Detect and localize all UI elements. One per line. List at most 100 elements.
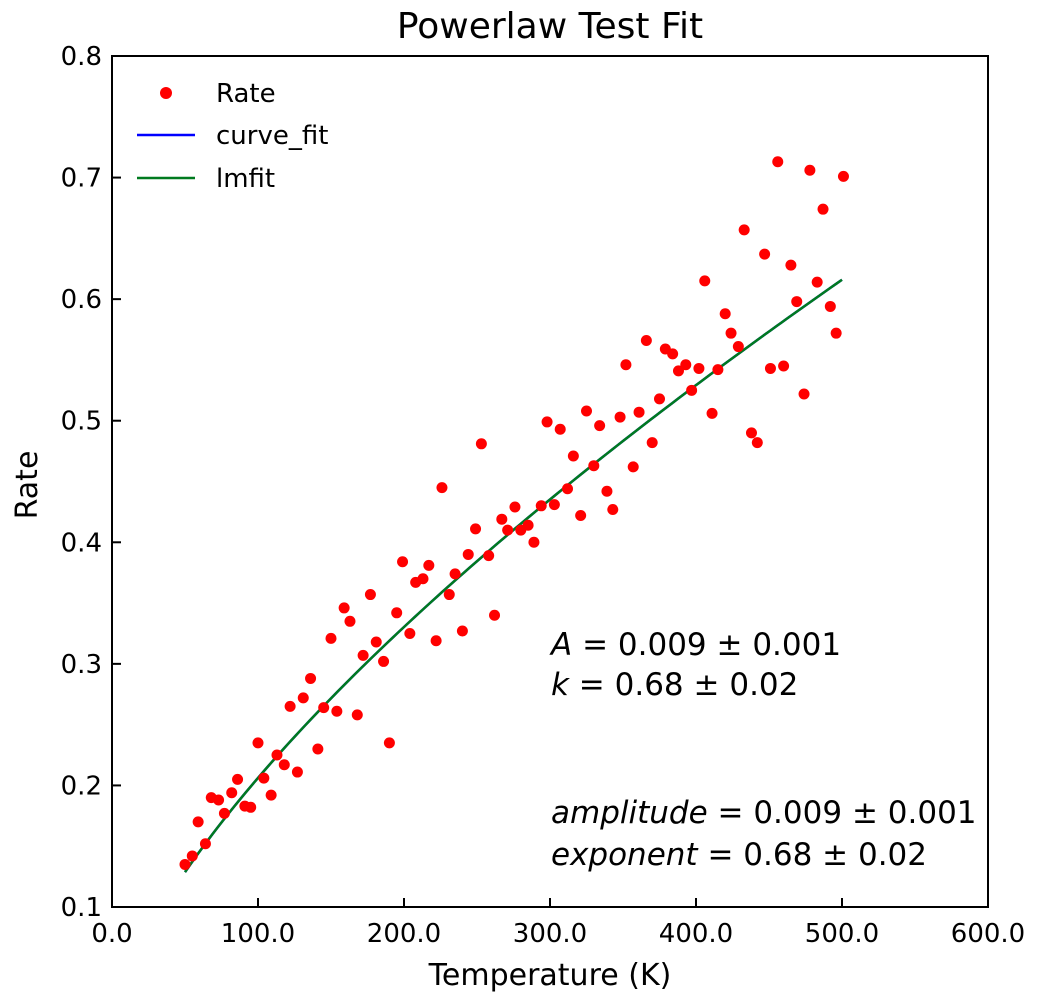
data-point (837, 170, 849, 182)
legend-label-lmfit: lmfit (216, 164, 275, 194)
y-tick-label: 0.3 (61, 650, 102, 680)
data-point (607, 503, 619, 515)
data-point (318, 702, 330, 714)
data-point (614, 411, 626, 423)
data-point (764, 362, 776, 374)
annotation-amplitude: amplitude = 0.009 ± 0.001 (551, 795, 977, 831)
data-point (378, 655, 390, 667)
data-points (179, 156, 849, 870)
x-tick-label: 300.0 (513, 919, 587, 949)
data-point (179, 858, 191, 870)
data-point (370, 636, 382, 648)
data-point (811, 276, 823, 288)
data-point (693, 362, 705, 374)
data-point (265, 789, 277, 801)
data-point (245, 801, 257, 813)
y-tick-label: 0.1 (61, 893, 102, 923)
data-point (791, 296, 803, 308)
data-point (759, 248, 771, 260)
data-point (620, 359, 632, 371)
data-point (575, 510, 587, 522)
data-point (456, 625, 468, 637)
chart-title: Powerlaw Test Fit (397, 6, 703, 47)
data-point (271, 749, 283, 761)
data-point (680, 359, 692, 371)
data-point (699, 275, 711, 287)
data-point (351, 709, 363, 721)
data-point (502, 524, 514, 536)
data-point (226, 787, 238, 799)
data-point (443, 589, 455, 601)
data-point (738, 224, 750, 236)
data-point (706, 407, 718, 419)
data-point (278, 759, 290, 771)
data-point (830, 327, 842, 339)
data-point (588, 460, 600, 472)
data-point (192, 816, 204, 828)
y-tick-label: 0.6 (61, 285, 102, 315)
data-point (601, 485, 613, 497)
x-tick-label: 100.0 (221, 919, 295, 949)
data-point (232, 773, 244, 785)
legend-label-curve-fit: curve_fit (216, 121, 328, 151)
data-point (364, 589, 376, 601)
legend: Rate curve_fit lmfit (137, 79, 328, 194)
data-point (667, 348, 679, 360)
y-tick-label: 0.4 (61, 528, 102, 558)
data-point (541, 416, 553, 428)
data-point (383, 737, 395, 749)
data-point (331, 705, 343, 717)
data-point (344, 615, 356, 627)
data-point (567, 450, 579, 462)
data-point (312, 743, 324, 755)
data-point (284, 700, 296, 712)
data-point (554, 423, 566, 435)
data-point (522, 519, 534, 531)
data-point (496, 513, 508, 525)
data-point (218, 807, 230, 819)
data-point (627, 461, 639, 473)
data-point (732, 341, 744, 353)
x-tick-label: 500.0 (805, 919, 879, 949)
data-point (745, 427, 757, 439)
data-point (725, 327, 737, 339)
data-point (672, 365, 684, 377)
data-point (436, 482, 448, 494)
data-point (562, 483, 574, 495)
data-point (686, 384, 698, 396)
x-tick-label: 600.0 (951, 919, 1025, 949)
data-point (798, 388, 810, 400)
data-point (581, 405, 592, 417)
legend-marker-rate (160, 87, 172, 99)
data-point (305, 672, 317, 684)
data-point (509, 501, 521, 513)
data-point (258, 772, 270, 784)
plot-background (112, 56, 988, 907)
y-tick-label: 0.2 (61, 771, 102, 801)
annotation-a: A = 0.009 ± 0.001 (549, 627, 841, 663)
data-point (778, 360, 790, 372)
data-point (357, 649, 369, 661)
data-point (417, 573, 429, 585)
x-tick-label: 0.0 (91, 919, 132, 949)
data-point (719, 308, 731, 320)
y-axis-label: Rate (10, 451, 45, 520)
data-point (252, 737, 264, 749)
data-point (535, 500, 547, 512)
data-point (489, 609, 501, 621)
data-point (449, 568, 461, 580)
data-point (297, 692, 309, 704)
data-point (199, 838, 211, 850)
y-axis: 0.1 0.2 0.3 0.4 0.5 0.6 0.7 0.8 (61, 42, 121, 923)
fit-line-lmfit (183, 278, 843, 873)
y-tick-label: 0.7 (61, 164, 102, 194)
fit-annotations: A = 0.009 ± 0.001 k = 0.68 ± 0.02 amplit… (549, 627, 977, 873)
data-point (397, 556, 409, 568)
data-point (633, 406, 645, 418)
legend-label-rate: Rate (216, 79, 276, 109)
data-point (483, 550, 495, 562)
y-tick-label: 0.5 (61, 407, 102, 437)
data-point (430, 635, 442, 647)
annotation-exponent: exponent = 0.68 ± 0.02 (551, 837, 927, 873)
x-tick-label: 200.0 (367, 919, 441, 949)
